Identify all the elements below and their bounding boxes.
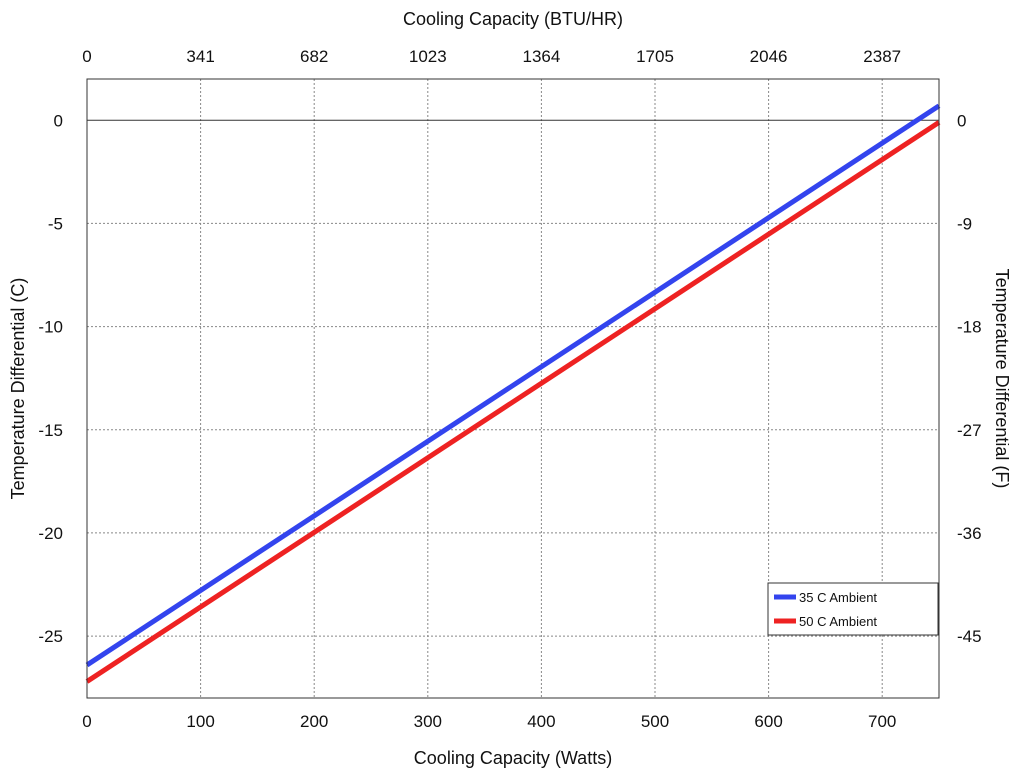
x-tick-label: 600 bbox=[754, 712, 782, 731]
grid-lines bbox=[87, 79, 939, 698]
right-tick-label: 0 bbox=[957, 111, 966, 130]
top-tick-label: 1364 bbox=[522, 47, 560, 66]
x-tick-label: 200 bbox=[300, 712, 328, 731]
series-line-35c bbox=[85, 103, 941, 668]
x-tick-label: 700 bbox=[868, 712, 896, 731]
tick-labels: 0 100 200 300 400 500 600 700 0 341 682 1023 1364 170… bbox=[38, 47, 981, 731]
y-tick-label: -25 bbox=[38, 627, 63, 646]
x-tick-label: 400 bbox=[527, 712, 555, 731]
x-tick-label: 300 bbox=[414, 712, 442, 731]
right-tick-label: -36 bbox=[957, 524, 982, 543]
y-tick-label: -5 bbox=[48, 214, 63, 233]
top-tick-label: 0 bbox=[82, 47, 91, 66]
y-tick-label: -10 bbox=[38, 318, 63, 337]
legend-box bbox=[767, 582, 939, 636]
legend-label-35c: 35 C Ambient bbox=[799, 590, 877, 605]
top-axis-title: Cooling Capacity (BTU/HR) bbox=[403, 9, 623, 29]
right-tick-label: -18 bbox=[957, 318, 982, 337]
right-tick-label: -27 bbox=[957, 421, 982, 440]
right-axis-title: Temperature Differential (F) bbox=[992, 269, 1009, 489]
series-layer bbox=[85, 103, 941, 684]
series-line-50c bbox=[85, 120, 941, 684]
x-tick-label: 500 bbox=[641, 712, 669, 731]
y-tick-label: 0 bbox=[54, 111, 63, 130]
y-tick-label: -20 bbox=[38, 524, 63, 543]
y-tick-label: -15 bbox=[38, 421, 63, 440]
x-tick-label: 0 bbox=[82, 712, 91, 731]
right-tick-label: -9 bbox=[957, 214, 972, 233]
right-tick-label: -45 bbox=[957, 627, 982, 646]
top-tick-label: 1023 bbox=[409, 47, 447, 66]
legend-label-50c: 50 C Ambient bbox=[799, 614, 877, 629]
y-axis-title: Temperature Differential (C) bbox=[8, 278, 28, 500]
x-axis-title: Cooling Capacity (Watts) bbox=[414, 748, 612, 768]
legend: 35 C Ambient 50 C Ambient bbox=[767, 582, 939, 636]
top-tick-label: 2046 bbox=[750, 47, 788, 66]
plot-frame bbox=[86, 78, 940, 699]
top-tick-label: 1705 bbox=[636, 47, 674, 66]
top-tick-label: 2387 bbox=[863, 47, 901, 66]
top-tick-label: 341 bbox=[186, 47, 214, 66]
x-tick-label: 100 bbox=[186, 712, 214, 731]
top-tick-label: 682 bbox=[300, 47, 328, 66]
